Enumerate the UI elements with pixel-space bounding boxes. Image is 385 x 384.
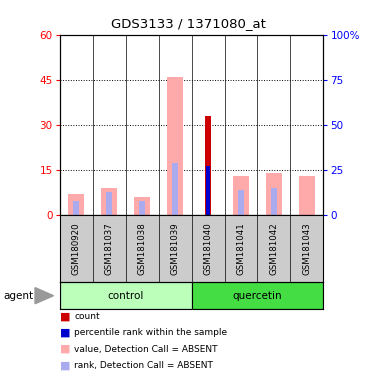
Bar	[106, 197, 112, 215]
Bar	[68, 194, 84, 215]
Text: GSM181040: GSM181040	[204, 222, 213, 275]
Text: percentile rank within the sample: percentile rank within the sample	[74, 328, 228, 338]
Bar	[233, 176, 249, 215]
Text: GSM181039: GSM181039	[171, 222, 179, 275]
Bar	[206, 166, 210, 215]
Polygon shape	[35, 288, 54, 304]
Bar	[266, 173, 282, 215]
Text: GDS3133 / 1371080_at: GDS3133 / 1371080_at	[111, 17, 266, 30]
Text: GSM181043: GSM181043	[302, 222, 311, 275]
Bar	[271, 188, 277, 215]
Bar	[101, 188, 117, 215]
Bar	[167, 77, 183, 215]
Text: ■: ■	[60, 360, 70, 370]
Bar	[191, 282, 323, 309]
Bar	[134, 197, 150, 215]
Bar	[139, 200, 145, 215]
Text: agent: agent	[4, 291, 34, 301]
Text: count: count	[74, 312, 100, 321]
Bar	[139, 206, 145, 215]
Text: quercetin: quercetin	[233, 291, 282, 301]
Bar	[172, 163, 178, 215]
Bar	[73, 203, 79, 215]
Text: control: control	[107, 291, 144, 301]
Text: GSM181042: GSM181042	[270, 222, 278, 275]
Text: GSM180920: GSM180920	[72, 222, 81, 275]
Text: ■: ■	[60, 344, 70, 354]
Text: ■: ■	[60, 328, 70, 338]
Text: GSM181041: GSM181041	[236, 222, 246, 275]
Bar	[106, 192, 112, 215]
Bar	[60, 282, 191, 309]
Bar	[205, 116, 211, 215]
Text: value, Detection Call = ABSENT: value, Detection Call = ABSENT	[74, 344, 218, 354]
Text: GSM181038: GSM181038	[137, 222, 147, 275]
Bar	[299, 176, 315, 215]
Text: ■: ■	[60, 312, 70, 322]
Bar	[238, 190, 244, 215]
Text: GSM181037: GSM181037	[105, 222, 114, 275]
Bar	[73, 200, 79, 215]
Text: rank, Detection Call = ABSENT: rank, Detection Call = ABSENT	[74, 361, 213, 370]
